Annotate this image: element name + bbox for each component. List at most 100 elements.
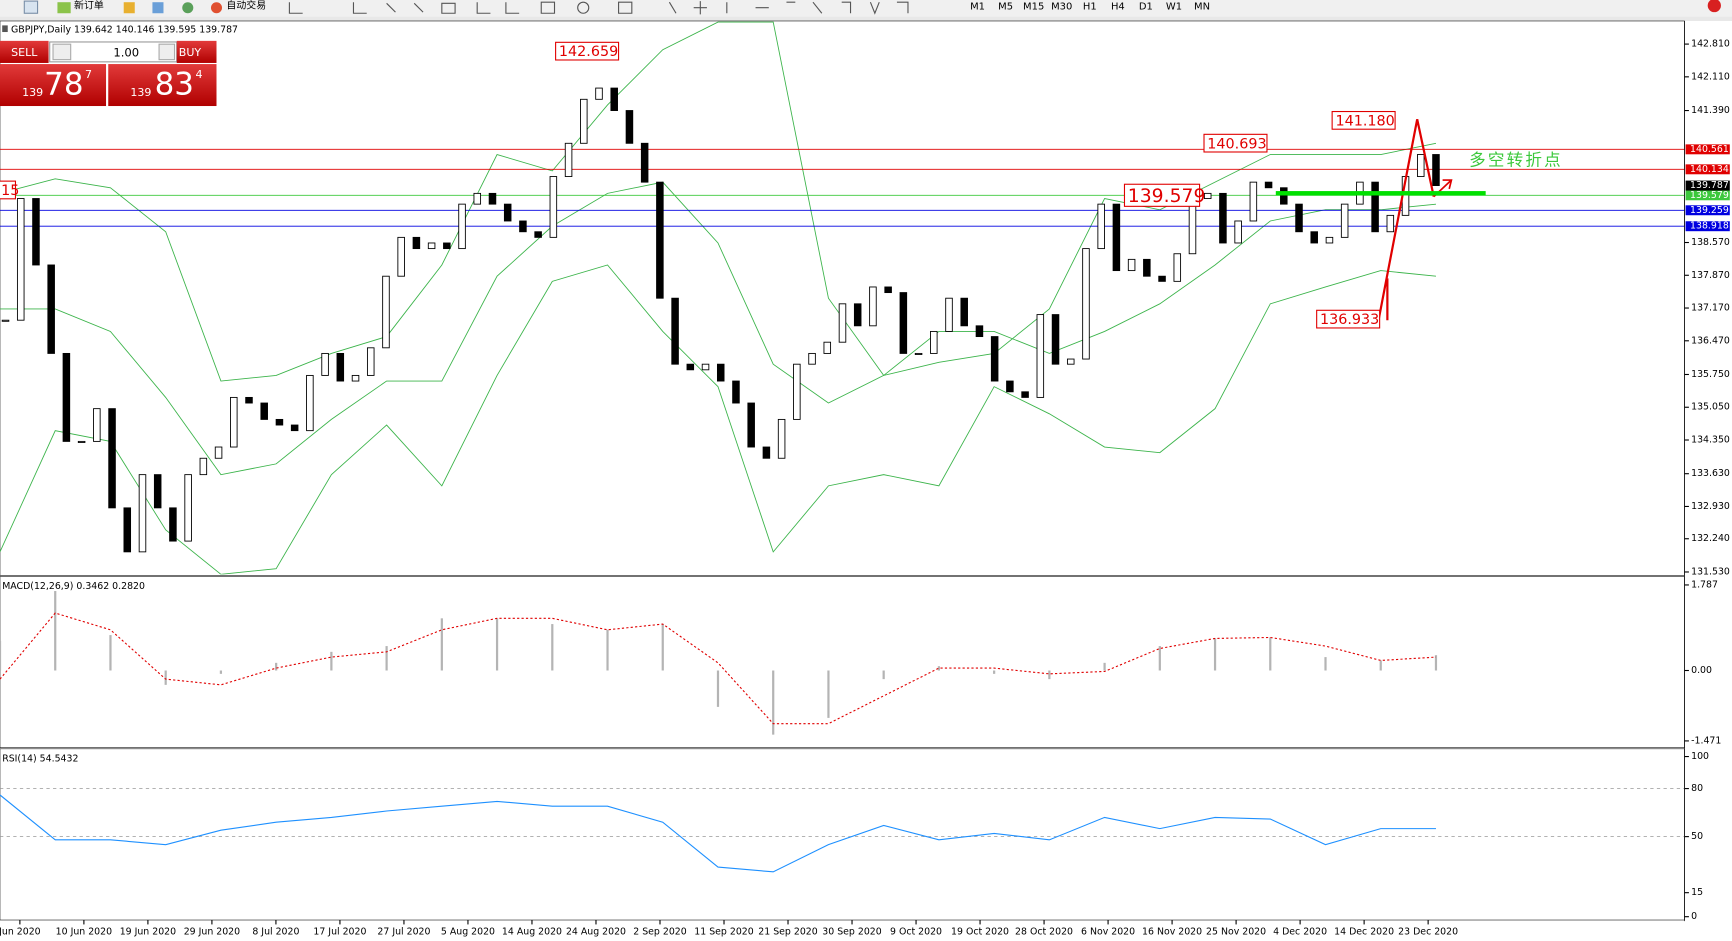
candle-up bbox=[1416, 154, 1425, 177]
icon[interactable] bbox=[152, 2, 164, 14]
current-price-label: 139.787 bbox=[1690, 180, 1729, 191]
auto-trading-button[interactable]: 自动交易 bbox=[226, 0, 266, 12]
candle-up bbox=[184, 474, 192, 542]
y-tick-label: 132.240 bbox=[1691, 533, 1730, 544]
macd-plot bbox=[0, 591, 1438, 735]
candle-down bbox=[412, 236, 421, 250]
lot-down[interactable] bbox=[52, 43, 72, 61]
candle-down bbox=[884, 286, 892, 294]
timeframe-button[interactable]: H4 bbox=[1111, 2, 1125, 13]
x-tick-label: 6 Nov 2020 bbox=[1081, 927, 1135, 938]
timeframe-button[interactable]: W1 bbox=[1166, 2, 1182, 13]
macd-bar bbox=[219, 670, 223, 674]
pivot-note: 多空转折点 bbox=[1469, 151, 1563, 170]
candle-down bbox=[762, 446, 771, 459]
candle-up bbox=[321, 352, 329, 376]
x-tick-label: 5 Aug 2020 bbox=[441, 927, 495, 938]
new-order-button[interactable]: 新订单 bbox=[74, 0, 104, 12]
timeframe-button[interactable]: M1 bbox=[970, 2, 985, 13]
rsi-line bbox=[0, 794, 1436, 873]
candle-up bbox=[397, 236, 405, 277]
x-tick-label: 19 Jun 2020 bbox=[120, 927, 176, 938]
icon[interactable] bbox=[123, 2, 135, 14]
icon[interactable] bbox=[210, 2, 223, 14]
macd-bar bbox=[1213, 638, 1217, 671]
y-tick-label: 15 bbox=[1691, 887, 1703, 898]
rsi-plot bbox=[0, 788, 1685, 873]
candle-up bbox=[549, 176, 558, 238]
candle-up bbox=[138, 474, 147, 553]
candle-up bbox=[1234, 220, 1242, 244]
candle-up bbox=[595, 87, 603, 100]
macd-bar bbox=[330, 651, 333, 671]
timeframe-button[interactable]: H1 bbox=[1083, 2, 1097, 13]
candle-down bbox=[1006, 380, 1014, 393]
rsi-title: RSI(14) 54.5432 bbox=[2, 753, 78, 764]
icon[interactable] bbox=[57, 2, 71, 14]
macd-bar bbox=[993, 670, 996, 674]
macd-bar bbox=[551, 624, 554, 671]
candle-up bbox=[230, 396, 238, 448]
bollinger-band bbox=[0, 264, 1437, 575]
ask-box[interactable] bbox=[108, 64, 217, 107]
x-tick-label: 21 Sep 2020 bbox=[758, 927, 817, 938]
lot-up[interactable] bbox=[158, 43, 176, 61]
price-annotation-box bbox=[1316, 309, 1381, 329]
sell-button[interactable] bbox=[0, 40, 49, 63]
buy-label[interactable]: BUY bbox=[179, 46, 202, 59]
icon[interactable] bbox=[23, 0, 39, 14]
macd-bar bbox=[1269, 637, 1272, 671]
axes: 142.810 142.110 141.390 138.570 137.870 137.1… bbox=[0, 39, 1730, 938]
macd-panel bbox=[0, 576, 1685, 748]
sell-label[interactable]: SELL bbox=[11, 46, 38, 59]
notification-badge[interactable] bbox=[1707, 0, 1721, 13]
price-annotation: 141.180 bbox=[1335, 113, 1394, 129]
price-level-tag bbox=[1685, 221, 1730, 232]
candle-up bbox=[77, 440, 86, 443]
candle-down bbox=[975, 325, 984, 338]
buy-button[interactable] bbox=[176, 40, 217, 63]
macd-bar bbox=[827, 670, 830, 718]
lot-value[interactable]: 1.00 bbox=[113, 46, 139, 60]
price-annotation-box bbox=[1331, 110, 1396, 130]
y-tick-label: 135.050 bbox=[1691, 402, 1730, 413]
candle-up bbox=[458, 203, 466, 250]
candle-down bbox=[1371, 181, 1379, 233]
candle-up bbox=[16, 198, 25, 321]
timeframe-button[interactable]: M5 bbox=[998, 2, 1013, 13]
ask-figure: 83 bbox=[155, 67, 194, 103]
edge-annotation-box bbox=[0, 180, 17, 200]
timeframe-button[interactable]: MN bbox=[1194, 2, 1210, 13]
macd-bar bbox=[1379, 660, 1382, 671]
candle-up bbox=[473, 192, 482, 205]
macd-bar bbox=[1158, 646, 1161, 671]
candle-up bbox=[1173, 253, 1182, 282]
price-annotation: 142.659 bbox=[559, 44, 618, 60]
bid-box[interactable] bbox=[0, 64, 107, 107]
candle-up bbox=[580, 98, 588, 144]
price-level-tag bbox=[1685, 205, 1730, 216]
candle-down bbox=[32, 198, 40, 266]
candle-down bbox=[960, 297, 968, 327]
timeframe-button[interactable]: M15 bbox=[1023, 2, 1044, 13]
y-tick-label: 1.787 bbox=[1691, 579, 1718, 590]
price-level-tag bbox=[1685, 144, 1730, 155]
candle-down bbox=[640, 142, 649, 183]
price-level-label: 140.134 bbox=[1690, 164, 1729, 175]
candle-up bbox=[823, 341, 832, 354]
ask-pip: 4 bbox=[196, 68, 203, 81]
price-annotation: 140.693 bbox=[1207, 136, 1266, 152]
pivot-line bbox=[1275, 191, 1486, 196]
timeframe-button[interactable]: D1 bbox=[1139, 2, 1153, 13]
candle-down bbox=[260, 402, 268, 420]
candle-down bbox=[899, 292, 908, 354]
candle-down bbox=[990, 336, 999, 382]
y-tick-label: 0 bbox=[1691, 911, 1697, 922]
candle-up bbox=[93, 408, 101, 442]
candle-up bbox=[838, 303, 847, 343]
timeframe-button[interactable]: M30 bbox=[1051, 2, 1072, 13]
macd-bar bbox=[385, 646, 388, 671]
candle-down bbox=[1295, 203, 1303, 233]
icon[interactable] bbox=[182, 2, 194, 14]
